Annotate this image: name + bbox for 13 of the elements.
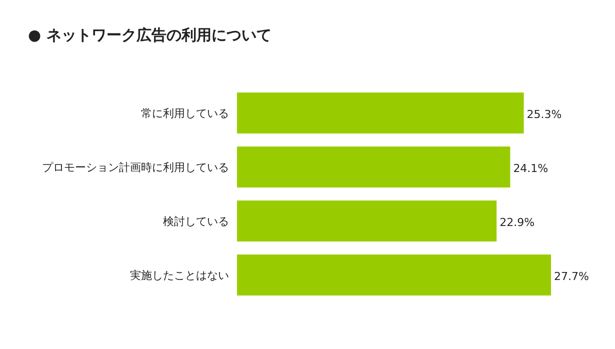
y-tick-label: 常に利用している bbox=[141, 107, 229, 120]
chart-title: ● ネットワーク広告の利用について bbox=[28, 26, 272, 44]
data-label: 27.7% bbox=[554, 270, 589, 283]
y-tick-label: 検討している bbox=[163, 215, 229, 228]
data-label: 24.1% bbox=[513, 162, 548, 175]
bar bbox=[237, 200, 497, 242]
data-label: 25.3% bbox=[526, 108, 562, 121]
y-tick-label: プロモーション計画時に利用している bbox=[42, 161, 229, 174]
bar bbox=[237, 146, 510, 188]
bar bbox=[237, 92, 524, 134]
data-label: 22.9% bbox=[500, 216, 535, 229]
y-tick-label: 実施したことはない bbox=[130, 269, 229, 282]
bar bbox=[237, 254, 551, 296]
